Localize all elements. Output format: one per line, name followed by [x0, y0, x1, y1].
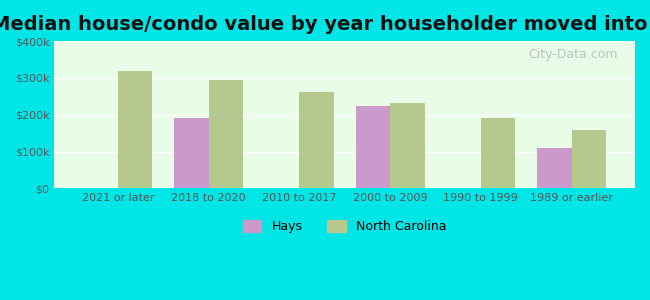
Bar — [300, 92, 334, 188]
Bar — [390, 103, 424, 188]
Bar — [481, 118, 515, 188]
Bar — [571, 130, 606, 188]
Text: City-Data.com: City-Data.com — [528, 49, 618, 62]
Bar — [537, 148, 571, 188]
Bar — [356, 106, 390, 188]
Bar — [209, 80, 243, 188]
Title: Median house/condo value by year householder moved into unit: Median house/condo value by year househo… — [0, 15, 650, 34]
Legend: Hays, North Carolina: Hays, North Carolina — [238, 215, 452, 238]
Bar — [118, 70, 153, 188]
Bar — [174, 118, 209, 188]
